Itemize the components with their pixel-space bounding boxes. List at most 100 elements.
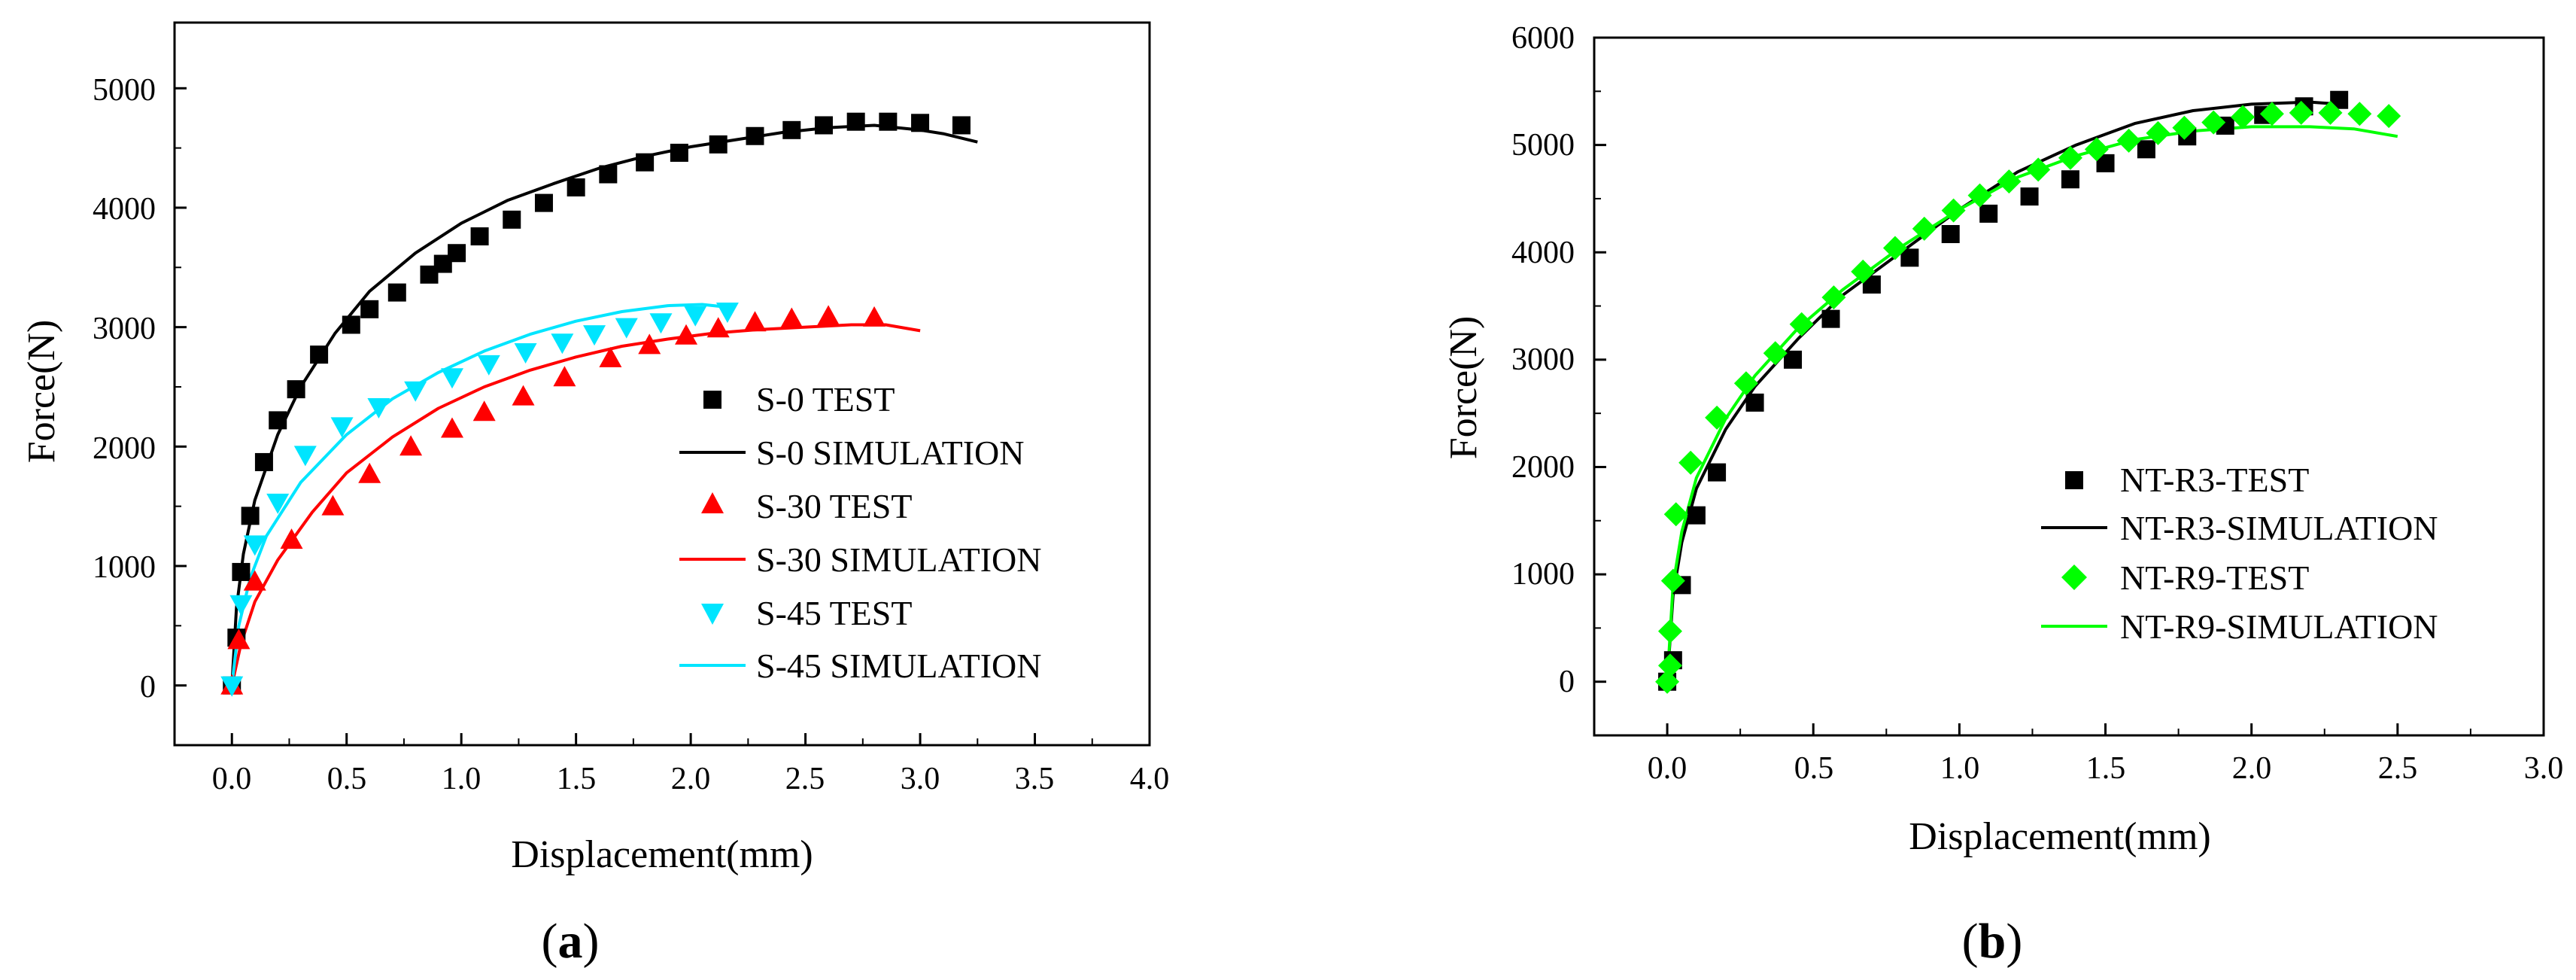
panel-b-ytick-label: 2000 [1511,450,1575,485]
data-point-square [911,114,930,132]
panel-b-xtick-label: 1.5 [2086,751,2126,786]
data-point-diamond [1705,405,1730,430]
data-point-diamond [2377,104,2401,129]
data-point-square [952,116,971,135]
panel-a-legend-label: S-45 TEST [756,594,912,632]
panel-a-xtick-label: 4.0 [1130,762,1170,796]
data-point-triangle-up [280,528,303,549]
data-point-triangle-down [649,313,673,334]
panel-a-legend-label: S-0 SIMULATION [756,434,1025,472]
data-point-diamond [2026,157,2051,182]
data-point-square [254,452,273,471]
panel-b-ytick-label: 4000 [1511,236,1575,270]
panel-a-xtick-label: 2.5 [785,762,825,796]
data-point-square [709,135,728,154]
panel-b-xtick-label: 0.5 [1794,751,1834,786]
panel-b-legend-label: NT-R3-SIMULATION [2120,509,2438,547]
panel-a-ticks [175,87,1151,745]
panel-a-ytick-label: 4000 [93,192,156,227]
data-point-square [232,562,251,581]
data-point-triangle-down [293,446,317,467]
data-point-diamond [2116,128,2141,153]
data-point-triangle-up [638,333,661,355]
data-point-triangle-up [358,462,381,483]
data-point-diamond [2058,145,2082,170]
data-point-diamond [1912,216,1937,241]
data-point-triangle-up [472,400,496,422]
panel-a-caption: (a) [542,914,600,969]
data-point-square [534,193,553,212]
data-point-diamond [2084,137,2109,162]
data-point-square [448,244,466,263]
data-point-square [879,112,898,131]
data-point-diamond [1821,285,1846,310]
panel-b-y-axis-title: Force(N) [1442,316,1485,460]
panel-a-legend-label: S-45 SIMULATION [756,647,1042,685]
panel-b-legend: NT-R3-TEST NT-R3-SIMULATION NT-R9-TEST N… [2041,461,2438,646]
data-point-square [2061,170,2079,189]
data-point-triangle-down [715,303,739,323]
data-point-diamond [2146,120,2170,145]
data-point-triangle-down [243,535,266,556]
data-point-diamond [1655,669,1680,694]
data-point-square [287,380,305,399]
panel-b-ytick-label: 1000 [1511,557,1575,592]
panel-b-ytick-label: 0 [1559,665,1575,699]
data-point-square [814,116,833,135]
panel-a-xtick-label: 2.0 [671,762,711,796]
data-point-square [567,178,585,196]
panel-b-xtick-label: 1.0 [1940,751,1980,786]
data-point-diamond [1660,568,1685,593]
data-point-diamond [1851,259,1876,284]
data-point-triangle-down [220,676,244,697]
data-point-triangle-down [551,333,574,355]
panel-a-ytick-label: 0 [140,670,156,705]
data-point-triangle-down [367,397,390,418]
panel-a-xtick-label: 3.0 [901,762,940,796]
data-point-triangle-down [330,417,354,438]
data-point-square [1687,506,1706,525]
panel-a-legend-label: S-30 SIMULATION [756,540,1042,579]
data-point-square [360,300,379,318]
panel-a-x-axis-title: Displacement(mm) [511,833,813,876]
data-point-diamond [1967,183,1992,208]
data-point-diamond [2259,102,2284,126]
panel-a-legend: S-0 TEST S-0 SIMULATION S-30 TEST S-30 S… [679,380,1042,685]
data-point-triangle-down [615,318,638,339]
data-point-diamond [2318,100,2343,125]
data-point-diamond [1733,371,1758,396]
data-point-square [2020,187,2039,206]
panel-b-xtick-label: 2.0 [2232,751,2272,786]
panel-a-ytick-label: 1000 [93,550,156,585]
legend-marker-square [2065,471,2083,489]
panel-b-caption: (b) [1962,914,2023,969]
data-point-diamond [1657,653,1682,678]
data-point-square [387,283,406,302]
data-point-square [1941,224,1960,243]
data-point-diamond [1657,619,1682,644]
panel-a-legend-label: S-0 TEST [756,380,895,418]
data-point-square [269,411,287,430]
data-point-triangle-up [743,311,767,332]
data-point-diamond [2172,115,2197,140]
data-point-triangle-down [266,493,290,514]
data-point-diamond [1678,450,1703,475]
data-point-square [2137,140,2155,159]
panel-a-xtick-label: 1.5 [557,762,597,796]
data-point-triangle-up [227,628,251,650]
panel-b-ticks [1594,36,2545,735]
panel-a-plot-frame [173,21,1151,747]
data-point-square [2330,90,2349,109]
data-point-triangle-up [399,435,423,456]
panel-b-plot-frame [1593,36,2545,737]
series-line [1666,125,2398,682]
panel-a-series [220,112,978,697]
data-point-square [782,120,801,139]
panel-a-xtick-label: 0.5 [327,762,367,796]
data-point-triangle-down [477,355,500,376]
panel-b: 0 1000 2000 3000 4000 5000 6000 0.0 0.5 … [1442,21,2563,969]
data-point-diamond [2347,102,2372,126]
data-point-square [599,165,618,184]
data-point-triangle-up [553,366,576,387]
